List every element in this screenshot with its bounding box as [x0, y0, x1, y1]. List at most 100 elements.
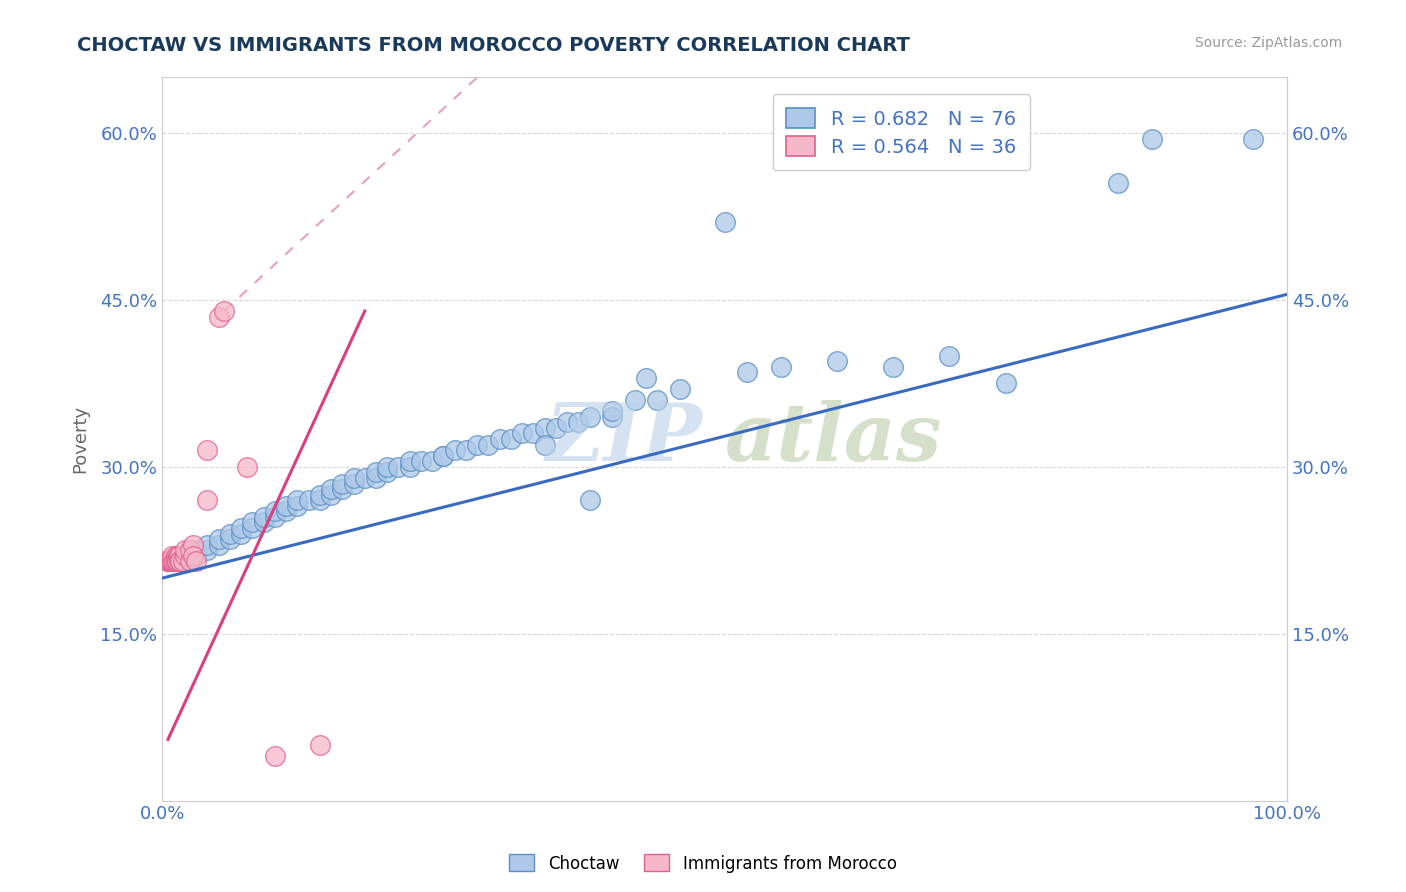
Point — [240, 521, 263, 535]
Point — [308, 738, 330, 752]
Point — [162, 554, 184, 568]
Point — [263, 504, 285, 518]
Point — [825, 354, 848, 368]
Point — [179, 543, 201, 558]
Point — [938, 349, 960, 363]
Point — [398, 454, 420, 468]
Point — [207, 538, 229, 552]
Point — [454, 443, 477, 458]
Point — [364, 471, 387, 485]
Point — [167, 549, 190, 563]
Point — [159, 554, 181, 568]
Point — [207, 532, 229, 546]
Point — [432, 449, 454, 463]
Point — [162, 549, 184, 563]
Point — [465, 437, 488, 451]
Point — [544, 421, 567, 435]
Point — [308, 493, 330, 508]
Point — [263, 749, 285, 764]
Point — [162, 554, 184, 568]
Point — [274, 499, 297, 513]
Point — [179, 554, 201, 568]
Point — [240, 516, 263, 530]
Point — [375, 466, 398, 480]
Point — [166, 554, 188, 568]
Point — [172, 554, 194, 568]
Point — [1107, 176, 1129, 190]
Point — [160, 554, 183, 568]
Point — [668, 382, 690, 396]
Point — [499, 432, 522, 446]
Point — [156, 554, 179, 568]
Point — [477, 437, 499, 451]
Point — [159, 554, 181, 568]
Point — [285, 493, 308, 508]
Point — [994, 376, 1017, 391]
Point — [769, 359, 792, 374]
Point — [522, 426, 544, 441]
Point — [319, 482, 342, 496]
Point — [555, 415, 578, 429]
Point — [184, 549, 207, 563]
Legend: R = 0.682   N = 76, R = 0.564   N = 36: R = 0.682 N = 76, R = 0.564 N = 36 — [772, 95, 1029, 170]
Point — [342, 476, 364, 491]
Point — [218, 526, 240, 541]
Point — [623, 393, 645, 408]
Point — [634, 371, 657, 385]
Point — [578, 409, 600, 424]
Point — [443, 443, 465, 458]
Point — [165, 549, 187, 563]
Text: Source: ZipAtlas.com: Source: ZipAtlas.com — [1195, 36, 1343, 50]
Point — [195, 443, 218, 458]
Point — [173, 549, 195, 563]
Point — [600, 409, 623, 424]
Point — [207, 310, 229, 324]
Point — [488, 432, 510, 446]
Point — [409, 454, 432, 468]
Text: atlas: atlas — [724, 401, 942, 478]
Point — [285, 499, 308, 513]
Point — [162, 554, 184, 568]
Y-axis label: Poverty: Poverty — [72, 405, 89, 473]
Point — [297, 493, 319, 508]
Point — [162, 554, 184, 568]
Point — [229, 526, 252, 541]
Point — [263, 509, 285, 524]
Point — [882, 359, 904, 374]
Point — [713, 215, 735, 229]
Point — [387, 459, 409, 474]
Point — [235, 459, 257, 474]
Point — [184, 554, 207, 568]
Point — [533, 421, 555, 435]
Point — [319, 488, 342, 502]
Point — [252, 516, 274, 530]
Point — [578, 493, 600, 508]
Point — [342, 471, 364, 485]
Point — [195, 538, 218, 552]
Point — [212, 304, 235, 318]
Point — [167, 554, 190, 568]
Point — [1241, 131, 1264, 145]
Point — [252, 509, 274, 524]
Point — [353, 471, 375, 485]
Point — [162, 554, 184, 568]
Point — [533, 437, 555, 451]
Point — [645, 393, 668, 408]
Point — [567, 415, 589, 429]
Point — [420, 454, 443, 468]
Point — [195, 493, 218, 508]
Point — [165, 554, 187, 568]
Point — [510, 426, 533, 441]
Point — [167, 554, 190, 568]
Point — [181, 549, 204, 563]
Point — [330, 476, 353, 491]
Point — [432, 449, 454, 463]
Point — [274, 504, 297, 518]
Point — [229, 521, 252, 535]
Point — [184, 543, 207, 558]
Point — [218, 532, 240, 546]
Point — [159, 554, 181, 568]
Point — [735, 365, 758, 379]
Point — [167, 549, 190, 563]
Point — [160, 554, 183, 568]
